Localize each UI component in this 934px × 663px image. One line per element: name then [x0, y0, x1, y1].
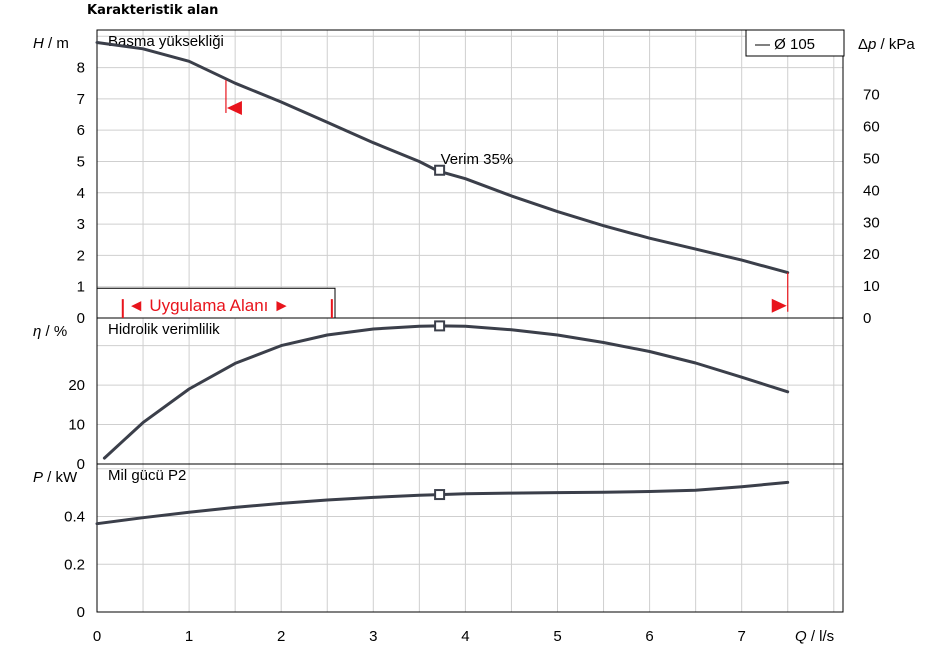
range-arrow-right [771, 298, 787, 313]
y-tick-label: 4 [77, 185, 85, 202]
legend-entry: — Ø 105 [755, 36, 815, 53]
y2-tick-label: 20 [863, 246, 880, 263]
y-tick-label: 3 [77, 216, 85, 233]
panel-frames [96, 29, 844, 613]
y-tick-label: 20 [68, 377, 85, 394]
y-axis-var: H [33, 35, 44, 52]
range-arrow-left [226, 100, 242, 115]
y2-tick-label: 40 [863, 182, 880, 199]
application-area-box [96, 287, 336, 319]
panel-frame-efficiency [96, 317, 844, 465]
y2-tick-label: 50 [863, 150, 880, 167]
y-tick-label: 8 [77, 60, 85, 77]
y-axis-var: η [33, 323, 41, 340]
panel-frame-power [96, 463, 844, 613]
y2-tick-label: 60 [863, 119, 880, 136]
y-axis-var: P [33, 469, 43, 486]
y-axis-label-head: H / m [33, 35, 69, 52]
y-axis-label-efficiency: η / % [33, 323, 67, 340]
x-axis-label: Q / l/s [795, 628, 834, 645]
y2-axis-delta: Δ [858, 36, 868, 53]
series-line-power [95, 480, 790, 526]
y-tick-label: 0 [77, 456, 85, 473]
x-tick-label: 0 [93, 628, 101, 645]
y-axis-unit: / m [44, 35, 69, 52]
duty-point-marker [434, 320, 446, 332]
y-tick-label: 6 [77, 122, 85, 139]
y2-tick-label: 0 [863, 310, 871, 327]
y-tick-label: 0.2 [64, 556, 85, 573]
panel-frame-head [96, 29, 844, 319]
y-axis-unit: / kW [43, 469, 78, 486]
y-tick-label: 0 [77, 604, 85, 621]
panel-title-power: Mil gücü P2 [108, 467, 186, 484]
y2-axis-label: Δp / kPa [858, 36, 915, 53]
duty-point-marker [434, 489, 446, 501]
x-tick-label: 6 [645, 628, 653, 645]
panel-title-head: Basma yüksekliği [108, 33, 224, 50]
y-tick-label: 10 [68, 417, 85, 434]
x-tick-label: 4 [461, 628, 469, 645]
y-tick-label: 2 [77, 247, 85, 264]
y-tick-label: 5 [77, 153, 85, 170]
y2-axis-unit: / kPa [876, 36, 915, 53]
y-tick-label: 0.4 [64, 509, 85, 526]
grid [97, 30, 843, 612]
x-axis-var: Q [795, 628, 807, 645]
chart-title: Karakteristik alan [87, 3, 218, 18]
annotations: Verim 35% ◄ Uygulama Alanı ► [96, 80, 789, 319]
x-tick-label: 3 [369, 628, 377, 645]
panel-title-efficiency: Hidrolik verimlilik [108, 321, 220, 338]
series-curves [95, 41, 790, 526]
duty-point-label: Verim 35% [441, 151, 514, 168]
y-tick-label: 1 [77, 279, 85, 296]
y2-axis-var: p [867, 36, 876, 53]
x-tick-label: 1 [185, 628, 193, 645]
y2-tick-label: 70 [863, 87, 880, 104]
duty-point-marker [434, 164, 446, 176]
y-axis-label-power: P / kW [33, 469, 78, 486]
application-area-label: ◄ Uygulama Alanı ► [128, 296, 290, 315]
legend-box [745, 29, 845, 57]
y2-tick-label: 10 [863, 278, 880, 295]
x-tick-label: 2 [277, 628, 285, 645]
x-axis-unit: / l/s [807, 628, 835, 645]
y-tick-label: 7 [77, 91, 85, 108]
x-tick-label: 7 [738, 628, 746, 645]
y-axis-unit: / % [41, 323, 67, 340]
y2-tick-label: 30 [863, 214, 880, 231]
x-tick-label: 5 [553, 628, 561, 645]
y-tick-label: 0 [77, 310, 85, 327]
legend: — Ø 105 [745, 29, 845, 57]
